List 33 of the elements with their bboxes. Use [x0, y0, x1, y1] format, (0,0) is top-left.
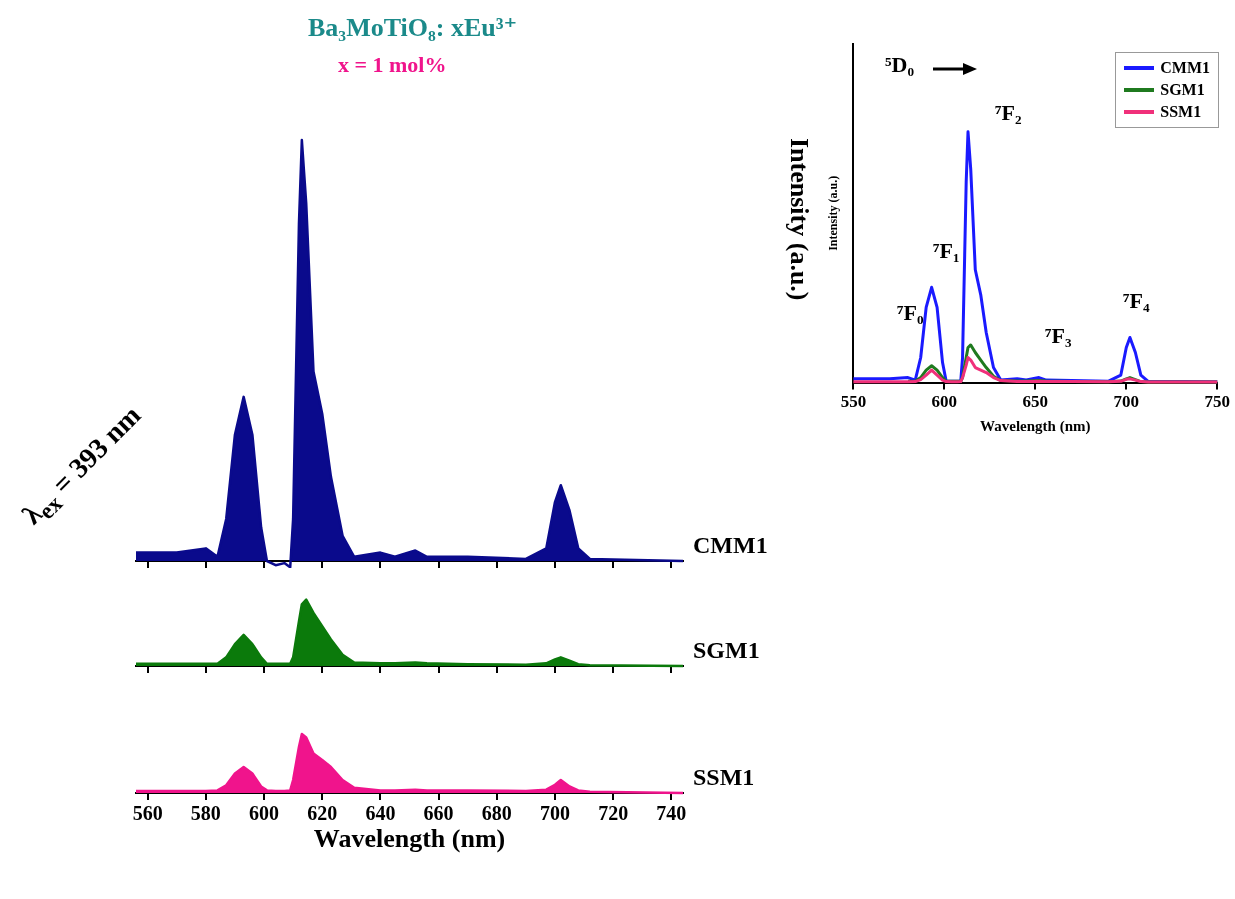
chart-title: Ba₃MoTiO₈: xEu³⁺: [308, 12, 518, 43]
x-axis-title: Wavelength (nm): [313, 824, 506, 854]
y-axis-title: Intensity (a.u.): [826, 175, 841, 251]
x-tick-label: 620: [307, 802, 338, 825]
x-tick-label: 700: [1113, 392, 1140, 412]
annotation: ⁷F₄: [1123, 288, 1150, 314]
x-tick-label: 740: [656, 802, 687, 825]
x-tick-label: 680: [481, 802, 512, 825]
x-tick-label: 660: [423, 802, 454, 825]
x-tick-label: 640: [365, 802, 396, 825]
text: ⁷F₂: [995, 100, 1022, 126]
series-label: SSM1: [693, 764, 755, 791]
x-tick-label: 700: [539, 802, 570, 825]
y-axis-title: Intensity (a.u.): [784, 138, 814, 301]
x-tick-label: 600: [931, 392, 958, 412]
x-tick-label: 720: [598, 802, 629, 825]
x-tick-label: 560: [132, 802, 163, 825]
annotation: ⁷F₁: [933, 238, 960, 264]
x-tick-label: 600: [249, 802, 280, 825]
series-label: SGM1: [693, 637, 760, 664]
legend-label: SSM1: [1160, 102, 1202, 122]
x-tick-label: 750: [1204, 392, 1230, 412]
text: x = 1 mol%: [338, 52, 447, 78]
legend-label: SGM1: [1160, 80, 1205, 100]
annotation: ⁷F₀: [897, 300, 924, 326]
legend-label: CMM1: [1160, 58, 1210, 78]
series-label: CMM1: [693, 532, 768, 559]
text: ⁵D₀: [885, 52, 915, 78]
x-axis-title: Wavelength (nm): [980, 417, 1091, 435]
x-tick-label: 550: [840, 392, 867, 412]
annotation: ⁷F₃: [1045, 323, 1072, 349]
x-tick-label: 650: [1022, 392, 1049, 412]
x-tick-label: 580: [190, 802, 221, 825]
